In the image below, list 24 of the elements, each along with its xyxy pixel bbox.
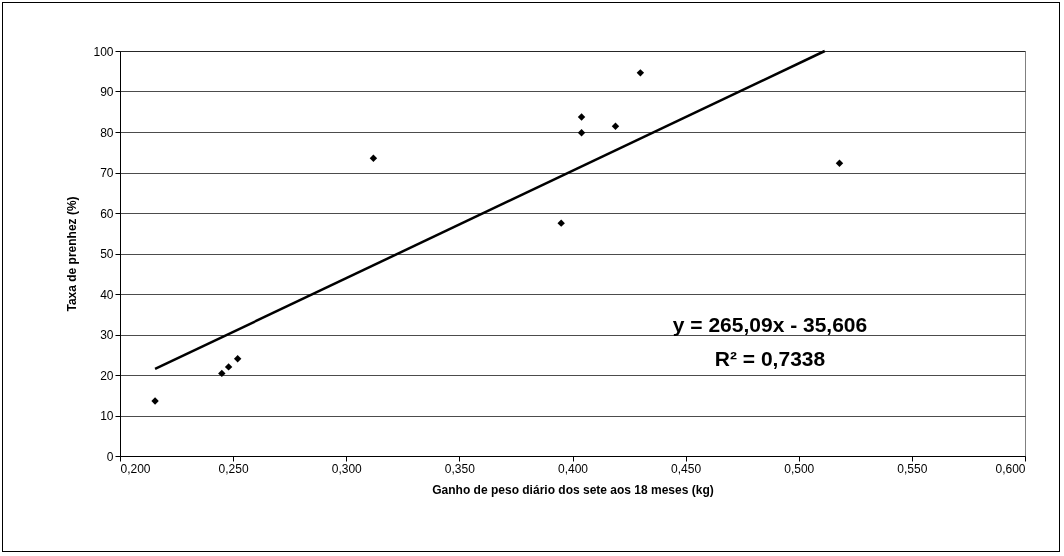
x-tick-label: 0,450 xyxy=(671,461,702,476)
y-axis-title: Taxa de prenhez (%) xyxy=(65,196,80,312)
x-tick-label: 0,300 xyxy=(331,461,363,476)
y-tick-label: 70 xyxy=(100,166,114,180)
y-tick-label: 20 xyxy=(100,368,114,383)
x-axis-title: Ganho de peso diário dos sete aos 18 meses (kg) xyxy=(432,482,714,497)
y-tick-label: 30 xyxy=(100,328,114,342)
x-tick-label: 0,200 xyxy=(120,461,151,476)
annotation: R² = 0,7338 xyxy=(714,347,826,370)
y-tick-label: 80 xyxy=(100,125,114,140)
x-tick-label: 0,250 xyxy=(218,461,249,476)
y-tick-label: 50 xyxy=(100,247,114,261)
x-tick-label: 0,350 xyxy=(444,461,476,476)
x-tick-label: 0,500 xyxy=(784,461,815,476)
y-tick-label: 40 xyxy=(100,287,114,302)
y-tick-label: 60 xyxy=(100,206,114,221)
y-tick-label: 10 xyxy=(100,409,114,423)
x-tick-label: 0,550 xyxy=(897,461,928,476)
x-tick-label: 0,600 xyxy=(995,461,1026,476)
y-tick-label: 90 xyxy=(100,85,114,99)
y-tick-label: 100 xyxy=(93,44,114,59)
y-tick-label: 0 xyxy=(106,449,114,464)
annotation: y = 265,09x - 35,606 xyxy=(672,313,868,336)
x-tick-label: 0,400 xyxy=(557,461,589,476)
